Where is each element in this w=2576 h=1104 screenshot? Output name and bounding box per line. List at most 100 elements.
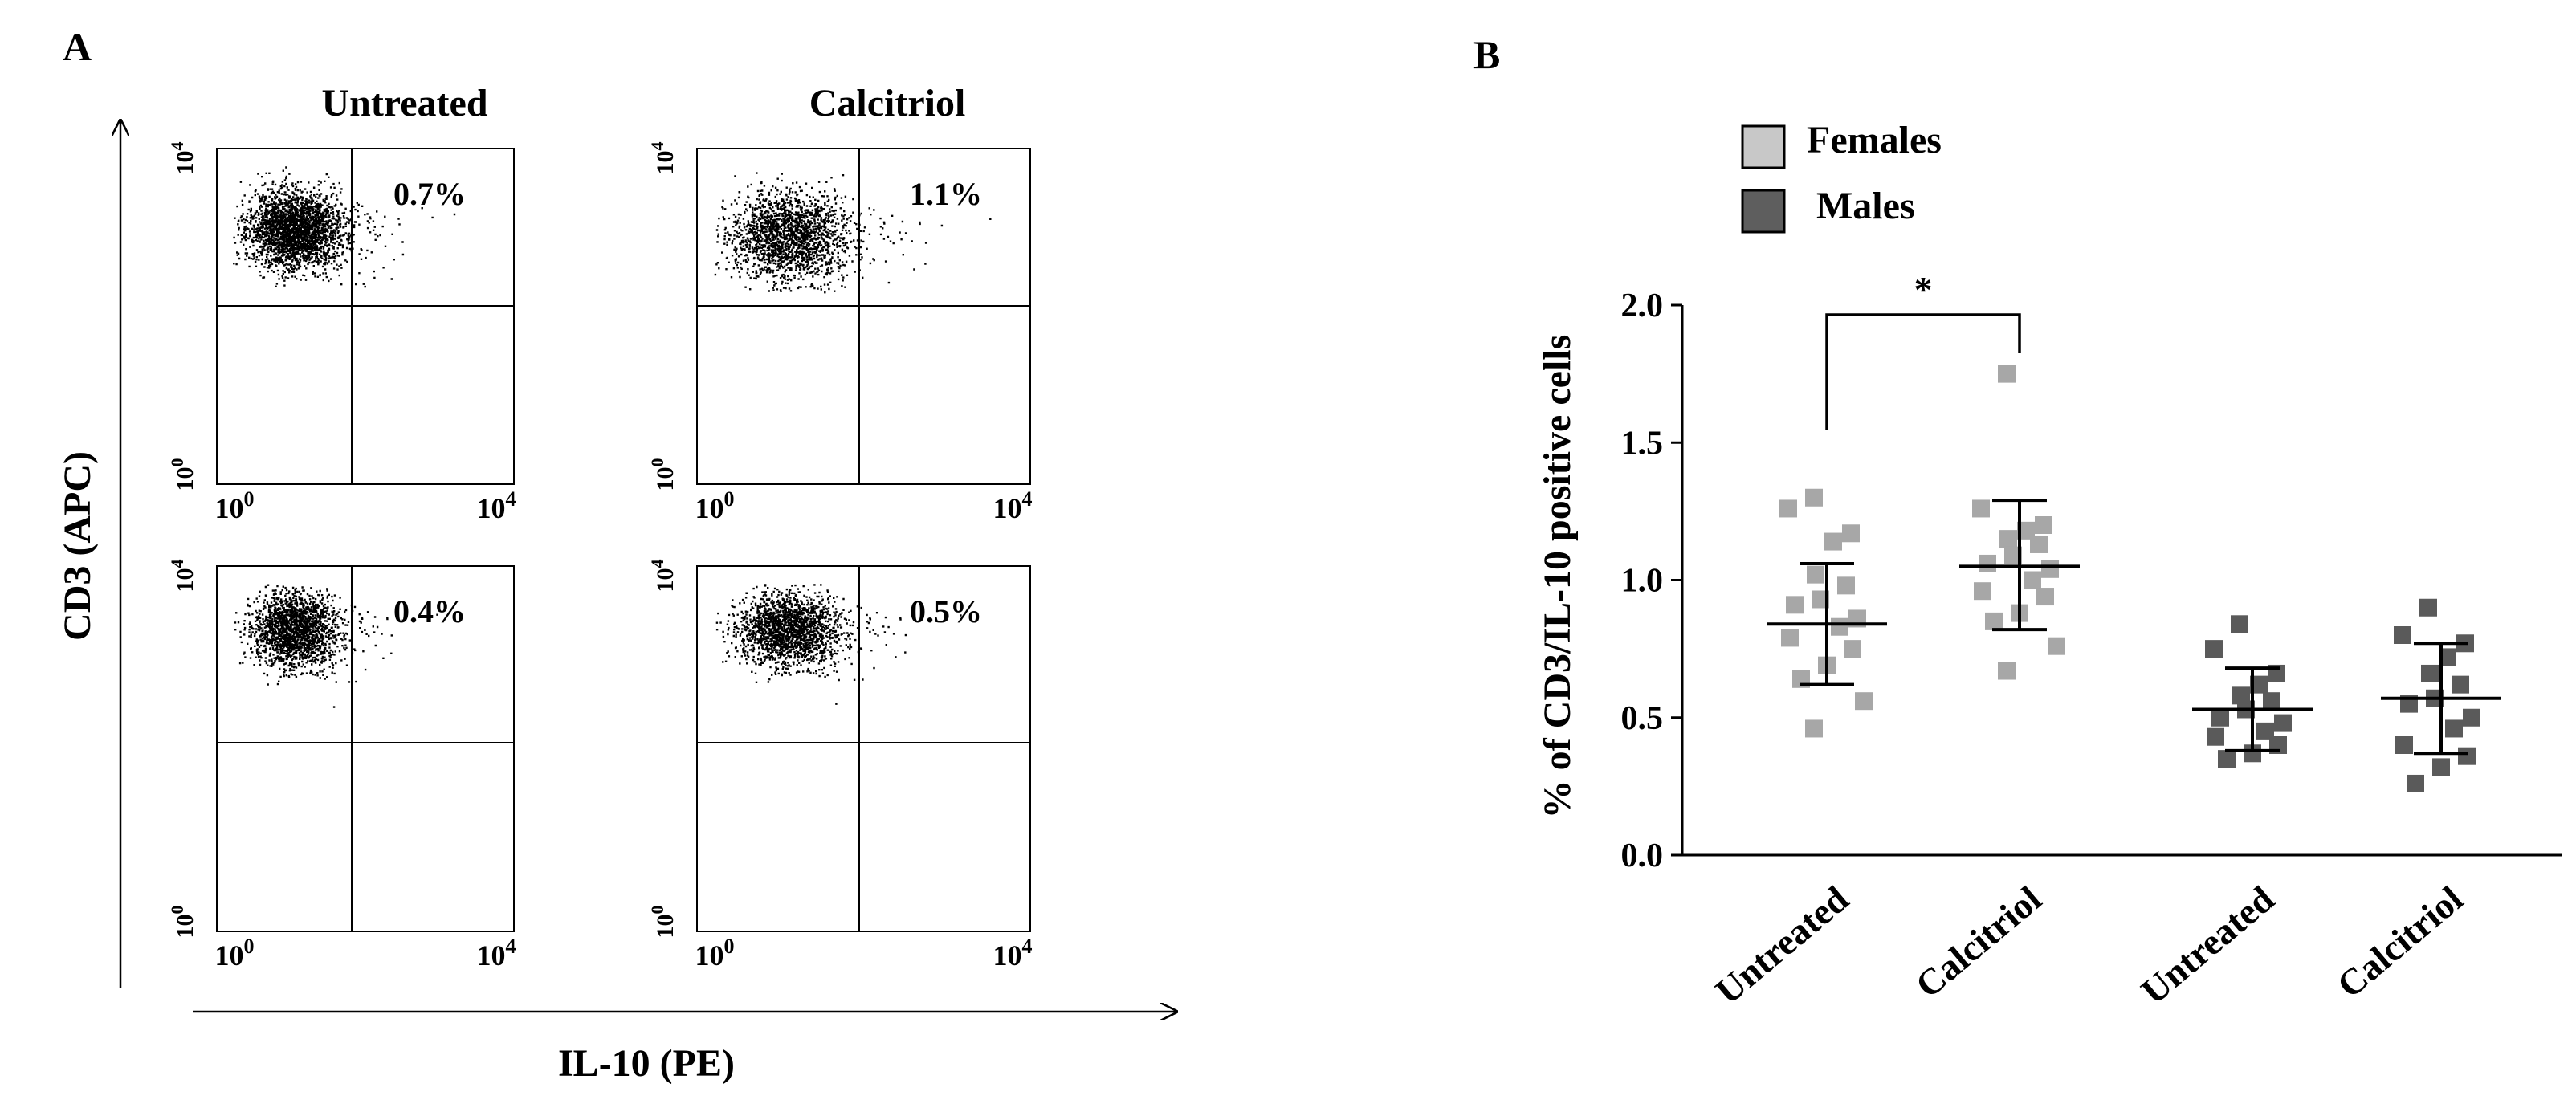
data-point — [2439, 648, 2456, 666]
x-axis-label-il10: IL-10 (PE) — [558, 1042, 735, 1085]
y-tick-label: 2.0 — [1621, 287, 1664, 324]
data-point — [1985, 612, 2003, 630]
y-axis-label-percent: % of CD3/IL-10 positive cells — [1536, 335, 1579, 819]
x-tick-label-min: 100 — [695, 487, 735, 524]
data-point — [2048, 637, 2065, 655]
data-point — [1824, 532, 1842, 551]
y-tick-label: 1.0 — [1621, 563, 1664, 600]
series-males-untreated — [2192, 615, 2313, 768]
y-tick-label-max: 104 — [647, 142, 679, 175]
data-point — [2231, 615, 2248, 633]
panel-a-flow-cytometry: A Untreated Calcitriol CD3 (APC) IL-10 (… — [56, 24, 1176, 1085]
quadrant-percent-label: 1.1% — [910, 176, 982, 212]
data-point — [1781, 629, 1799, 647]
facs-plot-2: 1.1% 104 100 100 104 — [647, 142, 1033, 525]
series-males-calcitriol — [2381, 598, 2501, 792]
y-tick-label-max: 104 — [167, 142, 198, 175]
significance-star: * — [1914, 269, 1933, 310]
data-point — [2036, 588, 2054, 606]
panel-b-label: B — [1473, 32, 1500, 77]
data-point — [2004, 546, 2022, 564]
data-point — [2419, 598, 2437, 617]
data-point — [1999, 530, 2017, 548]
data-point — [2452, 675, 2469, 694]
x-category-label: Calcitriol — [1908, 878, 2049, 1006]
panel-a-label: A — [63, 24, 92, 69]
data-point — [2263, 692, 2280, 711]
x-tick-label-max: 104 — [993, 487, 1033, 524]
data-point — [2232, 686, 2250, 705]
event-dots — [714, 172, 992, 294]
panel-b-scatter-chart: B Females Males % of CD3/IL-10 positive … — [1473, 32, 2562, 1012]
data-point — [2207, 727, 2224, 746]
data-point — [1855, 692, 1873, 711]
x-tick-label-min: 100 — [695, 935, 735, 972]
data-point — [1998, 365, 2016, 383]
data-point — [1979, 554, 1996, 572]
data-point — [2463, 708, 2480, 727]
plot-frame — [216, 148, 515, 485]
data-point — [2432, 758, 2450, 776]
data-point — [2407, 774, 2424, 792]
data-point — [2394, 626, 2411, 644]
data-point — [1837, 576, 1855, 595]
y-tick-label-max: 104 — [167, 560, 198, 593]
y-tick-label-min: 100 — [647, 906, 679, 939]
data-point — [1972, 499, 1990, 518]
data-point — [1831, 617, 1848, 636]
y-tick-label-min: 100 — [167, 458, 198, 491]
plot-frame — [696, 148, 1031, 485]
data-point — [1812, 590, 1829, 609]
legend-swatch-males — [1741, 189, 1786, 234]
x-category-label: Untreated — [2134, 878, 2282, 1012]
data-point — [1998, 662, 2016, 680]
legend-swatch-females — [1741, 124, 1786, 169]
y-tick-label-min: 100 — [647, 458, 679, 491]
series-females-calcitriol — [1959, 365, 2080, 680]
data-point — [2445, 719, 2463, 738]
y-tick-label: 0.0 — [1621, 837, 1664, 874]
facs-plot-3: 0.4% 104 100 100 104 — [167, 560, 516, 972]
data-point — [2395, 736, 2413, 754]
data-point — [1805, 719, 1823, 738]
data-point — [2030, 535, 2048, 553]
data-point — [2017, 521, 2035, 540]
quadrant-percent-label: 0.5% — [910, 593, 982, 629]
series-females-untreated — [1767, 488, 1887, 738]
data-point — [2035, 516, 2052, 534]
plot-frame — [696, 565, 1031, 932]
legend-label-females: Females — [1807, 119, 1942, 161]
data-point — [1805, 488, 1823, 507]
x-tick-label-min: 100 — [215, 487, 255, 524]
data-point — [1779, 499, 1797, 518]
significance-bracket — [1825, 313, 2021, 430]
data-point — [2041, 560, 2059, 578]
x-tick-label-max: 104 — [477, 487, 516, 524]
column-title-untreated: Untreated — [321, 82, 487, 124]
x-tick-label-max: 104 — [993, 935, 1033, 972]
data-point — [2421, 664, 2439, 682]
data-point — [1844, 640, 1861, 658]
data-point — [1842, 524, 1860, 543]
x-category-label: Calcitriol — [2329, 878, 2471, 1006]
data-point — [2244, 744, 2261, 763]
data-point — [1786, 596, 1804, 614]
facs-plot-1: 0.7% 104 100 100 104 — [167, 142, 516, 525]
data-point — [1974, 582, 1991, 601]
event-dots — [715, 584, 962, 705]
x-category-label: Untreated — [1708, 878, 1857, 1012]
event-dots — [234, 584, 438, 708]
quadrant-percent-label: 0.4% — [393, 593, 466, 629]
y-tick-label-min: 100 — [167, 906, 198, 939]
data-point — [2274, 714, 2292, 732]
x-tick-label-min: 100 — [215, 935, 255, 972]
data-point — [2256, 722, 2274, 740]
data-point — [2024, 571, 2041, 589]
x-tick-label-max: 104 — [477, 935, 516, 972]
facs-plot-4: 0.5% 104 100 100 104 — [647, 560, 1033, 972]
legend-label-males: Males — [1816, 185, 1915, 227]
data-point — [2250, 675, 2268, 694]
event-dots — [233, 166, 456, 288]
y-tick-label: 0.5 — [1621, 700, 1664, 737]
